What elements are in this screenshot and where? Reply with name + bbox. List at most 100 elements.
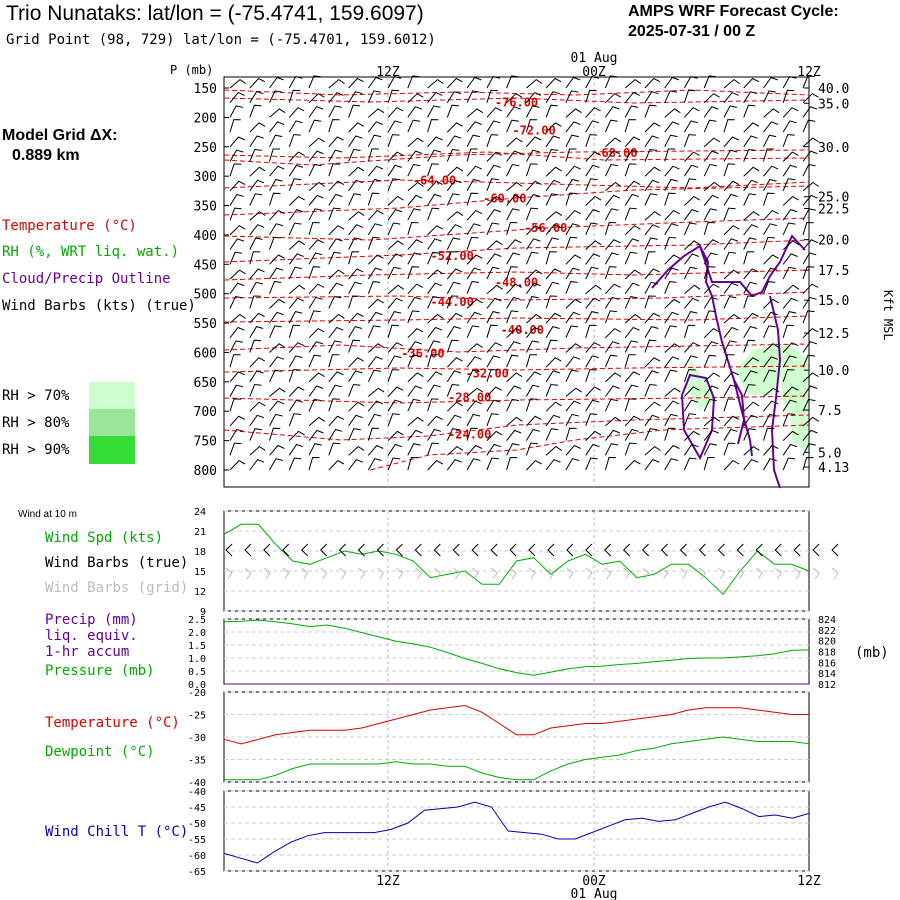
wind-barb — [703, 221, 716, 236]
wind-barb — [624, 105, 639, 118]
temperature-contour-label: -72.00 — [512, 123, 555, 137]
temperature-contour — [223, 343, 810, 353]
wind-barb — [545, 104, 558, 118]
surface-wind-barb-grid — [737, 567, 745, 580]
wind-barb — [328, 251, 341, 265]
wind-barb — [407, 163, 421, 177]
wind-barb — [446, 166, 464, 177]
wind-barb — [367, 369, 381, 383]
wind-barb — [565, 134, 579, 148]
wind-barb — [486, 369, 499, 382]
wind-barb — [545, 211, 563, 221]
wind-barb — [506, 385, 521, 397]
wind-barb — [427, 313, 444, 324]
temperature-contour — [223, 151, 810, 161]
wind-barb — [763, 356, 778, 368]
wind-barb — [703, 208, 718, 221]
wind-barb — [644, 401, 661, 412]
surface-wind-barb-grid — [642, 567, 650, 580]
wind-barb — [664, 343, 681, 353]
wind-barb — [703, 239, 720, 250]
wind-barb — [743, 104, 756, 118]
surface-wind-barb-grid — [263, 567, 271, 580]
wind-barb — [723, 459, 740, 471]
wind-barb — [723, 282, 739, 294]
wind-barb — [565, 254, 582, 265]
wind-barb — [407, 327, 424, 339]
wind-barb — [427, 296, 441, 309]
surface-wind-barb — [433, 543, 441, 557]
surface-wind-barb-grid — [225, 567, 233, 580]
wind-barb — [229, 354, 241, 368]
wind-barb — [387, 120, 402, 133]
wind-barb — [763, 134, 777, 148]
wind-barb — [387, 89, 400, 103]
wind-barb — [308, 456, 320, 471]
wind-barb — [782, 178, 796, 191]
wind-barb — [723, 149, 738, 162]
surface-wind-barb-grid — [699, 567, 707, 580]
wind-barb — [624, 163, 637, 177]
wind-barb — [486, 284, 503, 295]
wind-barb — [525, 149, 540, 162]
wind-barb — [348, 312, 364, 324]
wind-barb — [407, 221, 419, 236]
surface-wind-barb-grid — [585, 567, 593, 580]
pressure-tick-label: 700 — [194, 405, 217, 420]
wind-barb — [703, 150, 719, 162]
wind-barb — [782, 324, 795, 338]
wind-barb — [802, 137, 819, 148]
wind-barb — [683, 134, 696, 147]
wind-barb — [269, 444, 285, 456]
wind-barb — [644, 237, 658, 250]
wind-barb — [526, 371, 542, 383]
wind-barb — [387, 240, 404, 250]
altitude-tick-label: 4.13 — [818, 461, 849, 476]
wind-barb — [288, 209, 304, 221]
wind-barb — [367, 427, 380, 441]
wind-barb — [723, 269, 740, 280]
pressure-right-tick-label: 818 — [818, 648, 836, 659]
wind-barb — [387, 342, 404, 353]
wind-barb — [308, 252, 323, 265]
wind-barb — [664, 444, 680, 456]
wind10-title: Wind at 10 m — [18, 509, 77, 520]
wind-barb — [288, 386, 305, 397]
wind-barb — [466, 223, 481, 236]
wind-barb — [585, 76, 599, 89]
wind-barb — [644, 122, 661, 133]
pressure-tick-label: 550 — [194, 317, 217, 332]
rh-shading — [735, 345, 782, 395]
wind-barb — [446, 179, 462, 192]
wind-barb — [664, 325, 677, 339]
wind-barb — [506, 354, 519, 368]
wind-barb — [624, 384, 639, 397]
pressure-unit: (mb) — [855, 645, 889, 661]
wind-barb — [348, 383, 361, 397]
chart-title: Trio Nunataks: lat/lon = (-75.4741, 159.… — [6, 2, 424, 25]
wind-barb — [525, 193, 541, 206]
wind-barb — [348, 135, 363, 148]
wind-barb — [269, 192, 281, 206]
wind-barb — [486, 342, 502, 353]
wind-barb — [427, 180, 443, 192]
wind-barb — [387, 430, 404, 441]
wind-barb — [644, 281, 659, 294]
wind-barb — [328, 415, 345, 427]
wind-barb — [703, 252, 718, 265]
surface-wind-barb — [641, 543, 650, 557]
wind-barb — [466, 444, 483, 456]
wind-barb — [427, 149, 442, 162]
wind-barb — [348, 458, 364, 471]
surface-wind-barb-grid — [623, 567, 631, 580]
wind-barb — [407, 416, 424, 427]
wind-barb — [269, 387, 286, 397]
wind-barb — [802, 283, 819, 295]
wind-barb — [367, 298, 384, 309]
pressure-tick-label: 600 — [194, 346, 217, 361]
wind-barb — [684, 297, 700, 309]
wind-barb — [348, 326, 363, 339]
rh70-swatch — [89, 382, 135, 409]
altitude-axis-title: Kft MSL — [881, 290, 895, 341]
wind-barb — [348, 237, 362, 250]
